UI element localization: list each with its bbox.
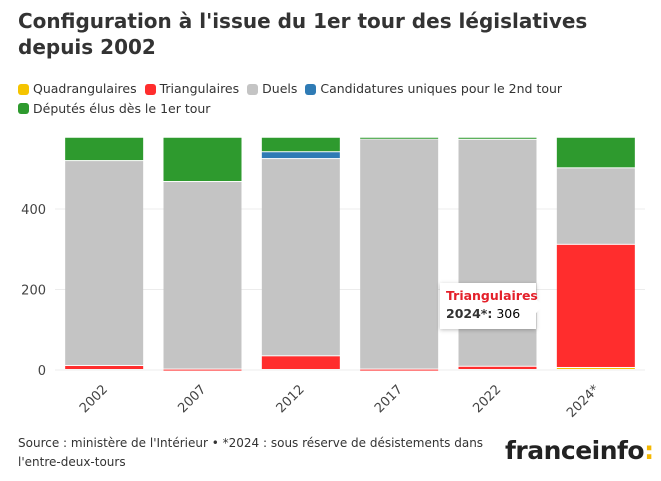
legend-item[interactable]: Triangulaires (144, 80, 240, 98)
x-tick-label: 2002 (77, 382, 111, 416)
franceinfo-logo: franceinfo: (505, 436, 654, 465)
y-tick-label: 400 (21, 203, 46, 218)
bar-segment (458, 139, 537, 366)
tooltip-value: 306 (496, 306, 521, 321)
bar-segment (261, 152, 340, 159)
x-tick-label: 2022 (470, 382, 504, 416)
bar-segment (360, 369, 439, 371)
legend-label: Quadrangulaires (33, 81, 137, 96)
tooltip: Triangulaires 2024*: 306 (440, 283, 543, 329)
bar-segment (261, 137, 340, 152)
bar-segment (261, 159, 340, 356)
bar-segment (556, 367, 635, 369)
legend-swatch (247, 83, 259, 95)
tooltip-category: 2024*: (446, 306, 493, 321)
tooltip-series: Triangulaires (446, 288, 538, 303)
legend-swatch (18, 83, 29, 95)
bar-segment (458, 137, 537, 139)
legend-swatch (144, 83, 156, 95)
bar-segment (65, 365, 144, 369)
chart-plot: 0 200 400 2002 2007 2012 2017 2022 2024* (21, 137, 645, 421)
legend-item[interactable]: Députés élus dès le 1er tour (18, 100, 210, 118)
legend-item[interactable]: Quadrangulaires (18, 80, 137, 98)
legend-label: Candidatures uniques pour le 2nd tour (320, 81, 563, 96)
legend-label: Duels (262, 81, 298, 96)
bar-segment (556, 244, 635, 367)
legend-swatch (305, 83, 317, 95)
x-tick-label: 2024* (564, 382, 603, 421)
y-tick-label: 0 (38, 364, 46, 379)
source-note: Source : ministère de l'Intérieur • *202… (18, 436, 484, 469)
bar-segment (360, 137, 439, 139)
legend-item[interactable]: Candidatures uniques pour le 2nd tour (305, 80, 562, 98)
x-tick-label: 2007 (175, 382, 209, 416)
bar-segment (261, 356, 340, 369)
x-tick-label: 2017 (372, 382, 406, 416)
legend-swatch (18, 103, 29, 114)
legend: Quadrangulaires Triangulaires Duels Candida… (18, 80, 648, 119)
bar-segment (556, 168, 635, 244)
legend-item[interactable]: Duels (247, 80, 297, 98)
bar-segment (163, 182, 242, 369)
legend-label: Députés élus dès le 1er tour (33, 100, 211, 116)
bar-segment (65, 137, 144, 161)
bar-segment (65, 161, 144, 365)
bar-segment (163, 137, 242, 182)
legend-label: Triangulaires (159, 81, 240, 96)
chart-title: Configuration à l'issue du 1er tour des … (18, 9, 588, 59)
x-tick-label: 2012 (274, 382, 308, 416)
bar-segment (360, 139, 439, 369)
y-tick-label: 200 (21, 284, 46, 299)
bar-segment (163, 369, 242, 371)
bar-segment (458, 366, 537, 369)
bar-segment (556, 137, 635, 168)
